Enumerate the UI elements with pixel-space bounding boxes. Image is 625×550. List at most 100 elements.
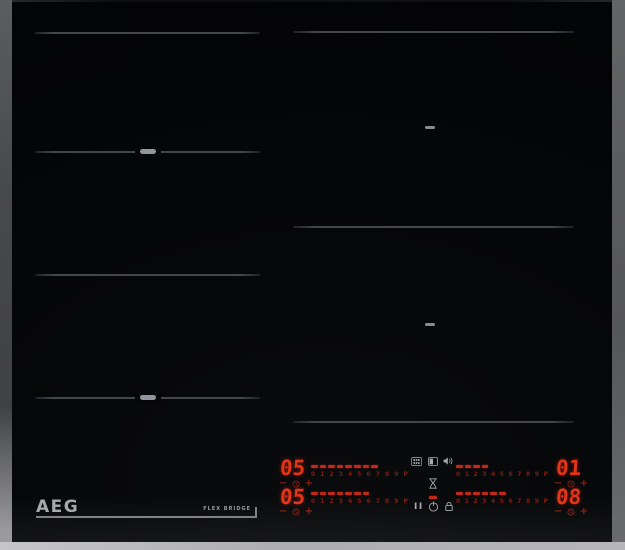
timer-clock-icon xyxy=(292,480,300,488)
pan-center-marker xyxy=(425,126,435,129)
zone-divider-line xyxy=(293,31,574,33)
slider-scale-label: 6 xyxy=(508,471,513,478)
slider-scale-label: 8 xyxy=(526,471,531,478)
bridge-zone-icon[interactable] xyxy=(428,457,438,466)
pan-center-marker xyxy=(425,323,435,326)
slider-scale-label: P xyxy=(403,471,408,478)
heat-indicator xyxy=(429,496,437,499)
slider-scale-label: 6 xyxy=(509,499,513,505)
slider-scale-label: 2 xyxy=(474,499,478,505)
slider-dash-segment xyxy=(311,492,318,495)
slider-scale-label: 5 xyxy=(499,471,504,478)
flex-bridge-marker xyxy=(140,149,156,154)
slider-scale-label: 6 xyxy=(367,499,371,505)
slider-scale-label: 9 xyxy=(535,499,539,505)
timer-plus-button[interactable]: + xyxy=(304,478,313,489)
slider-scale-label: 8 xyxy=(526,499,530,505)
slider-dash-segment xyxy=(336,465,344,468)
slider-scale-label: 9 xyxy=(394,471,399,478)
timer-minus-button[interactable]: − xyxy=(554,507,562,517)
slider-dash-segment xyxy=(371,465,378,468)
slider-dash-segment xyxy=(362,465,370,468)
timer-plus-button[interactable]: + xyxy=(305,507,313,517)
timer-clock-icon xyxy=(567,508,575,516)
timer-control-front-right: − + xyxy=(554,507,588,517)
power-button[interactable] xyxy=(428,501,439,512)
slider-dash-segment xyxy=(473,492,480,495)
timer-clock-icon xyxy=(567,480,575,488)
slider-scale-label: 4 xyxy=(491,471,496,478)
slider-dash-segment xyxy=(362,492,370,495)
zone-divider-line xyxy=(35,274,260,276)
slider-scale-label: 4 xyxy=(491,499,495,505)
slider-scale-label: 8 xyxy=(385,499,389,505)
slider-scale-label: 0 xyxy=(311,499,315,505)
slider-dash-segment xyxy=(464,492,472,495)
slider-dash-segment xyxy=(456,465,463,468)
pause-button[interactable]: II xyxy=(414,503,424,512)
timer-minus-button[interactable]: − xyxy=(554,478,563,489)
slider-scale-label: 2 xyxy=(330,499,334,505)
slider-scale-label: 0 xyxy=(311,471,316,478)
hourglass-timer-icon[interactable] xyxy=(428,478,438,489)
slider-scale-label: 7 xyxy=(517,499,521,505)
slider-dash-segment xyxy=(345,465,352,468)
slider-dash-row xyxy=(311,465,408,468)
pot-detection-icon[interactable] xyxy=(411,457,422,466)
slider-dash-segment xyxy=(473,465,480,468)
slider-scale-label: 5 xyxy=(500,499,504,505)
hob-top-edge xyxy=(0,0,625,2)
slider-scale-label: 0 xyxy=(456,471,461,478)
slider-dash-segment xyxy=(336,492,344,495)
brand-underline xyxy=(36,516,257,518)
sound-icon[interactable] xyxy=(443,456,453,466)
slider-scale-label: 7 xyxy=(375,471,380,478)
power-display-rear-left: 05 xyxy=(279,456,307,480)
slider-scale-label: 7 xyxy=(517,471,522,478)
slider-scale-label: 4 xyxy=(348,471,353,478)
slider-scale-label: 9 xyxy=(534,471,539,478)
series-label: FLEX BRIDGE xyxy=(185,506,251,512)
timer-control-front-left: − + xyxy=(279,507,313,517)
slider-dash-segment xyxy=(490,492,497,495)
slider-dash-segment xyxy=(456,492,463,495)
slider-dash-segment xyxy=(345,492,352,495)
slider-scale-label: 3 xyxy=(482,471,487,478)
slider-scale-label: 0 xyxy=(456,499,460,505)
timer-minus-button[interactable]: − xyxy=(279,478,288,489)
flex-bridge-marker xyxy=(140,395,156,400)
slider-scale-label: 3 xyxy=(338,471,343,478)
timer-plus-button[interactable]: + xyxy=(580,507,588,517)
slider-scale-label: 5 xyxy=(357,499,361,505)
hob-left-edge xyxy=(0,0,12,542)
slider-scale-label: 1 xyxy=(465,499,469,505)
slider-scale-label: 7 xyxy=(376,499,380,505)
slider-dash-segment xyxy=(481,465,489,468)
timer-minus-button[interactable]: − xyxy=(279,507,287,517)
slider-dash-row xyxy=(311,492,408,495)
lock-button[interactable] xyxy=(444,501,454,512)
zone-divider-line xyxy=(35,32,260,34)
hob-right-edge xyxy=(612,0,625,542)
slider-dash-segment xyxy=(319,465,327,468)
timer-clock-icon xyxy=(292,508,300,516)
slider-dash-segment xyxy=(328,465,335,468)
slider-dash-segment xyxy=(498,492,506,495)
slider-scale-label: 2 xyxy=(473,471,478,478)
slider-scale-label: 8 xyxy=(385,471,390,478)
timer-plus-button[interactable]: + xyxy=(579,478,588,489)
slider-dash-row xyxy=(456,465,548,468)
slider-scale-label: 4 xyxy=(348,499,352,505)
slider-scale-label: P xyxy=(404,499,408,505)
slider-scale-label: 1 xyxy=(320,471,325,478)
slider-scale-label: 3 xyxy=(482,499,486,505)
brand-underline-tick xyxy=(255,507,257,517)
